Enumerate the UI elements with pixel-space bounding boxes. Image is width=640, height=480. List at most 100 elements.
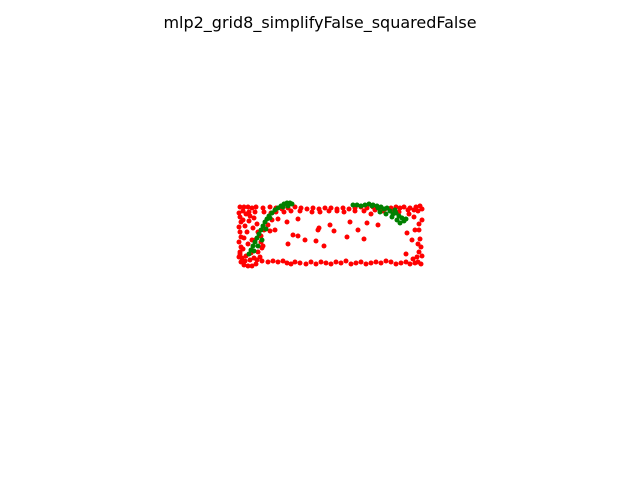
data-point: [334, 208, 340, 214]
data-point: [280, 258, 286, 264]
data-point: [358, 259, 364, 265]
data-point: [378, 260, 384, 266]
data-point: [375, 222, 381, 228]
data-point: [313, 238, 319, 244]
data-point: [255, 249, 261, 255]
data-point: [401, 204, 407, 210]
data-point: [297, 260, 303, 266]
data-point: [353, 260, 359, 266]
data-point: [275, 259, 281, 265]
data-point: [323, 260, 329, 266]
data-point: [375, 205, 381, 211]
data-point: [252, 239, 258, 245]
data-point: [242, 258, 248, 264]
data-point: [259, 237, 265, 243]
data-point: [417, 236, 423, 242]
data-point: [407, 261, 413, 267]
data-point: [284, 260, 290, 266]
data-point: [249, 205, 255, 211]
data-point: [267, 204, 273, 210]
data-point: [245, 241, 251, 247]
data-point: [288, 208, 294, 214]
data-point: [241, 262, 247, 268]
data-point: [265, 259, 271, 265]
data-point: [309, 209, 315, 215]
data-point: [327, 222, 333, 228]
data-point: [244, 229, 250, 235]
data-point: [343, 258, 349, 264]
data-point: [303, 261, 309, 267]
data-point: [363, 261, 369, 267]
data-point: [416, 221, 422, 227]
data-point: [236, 224, 242, 230]
data-point: [419, 253, 425, 259]
data-point: [416, 227, 422, 233]
data-point: [270, 258, 276, 264]
data-point: [280, 204, 286, 210]
data-point: [257, 254, 263, 260]
data-point: [418, 244, 424, 250]
data-point: [272, 227, 278, 233]
data-point: [326, 208, 332, 214]
data-point: [267, 228, 273, 234]
data-point: [419, 217, 425, 223]
data-point: [412, 227, 418, 233]
data-point: [397, 205, 403, 211]
data-point: [341, 209, 347, 215]
data-point: [347, 219, 353, 225]
data-point: [241, 204, 247, 210]
data-point: [297, 208, 303, 214]
data-point: [403, 216, 409, 222]
data-point: [348, 261, 354, 267]
data-point: [236, 239, 242, 245]
data-point: [393, 261, 399, 267]
data-point: [236, 210, 242, 216]
data-point: [285, 241, 291, 247]
data-point: [362, 202, 368, 208]
data-point: [284, 219, 290, 225]
data-point: [254, 221, 260, 227]
data-point: [285, 203, 291, 209]
data-point: [397, 220, 403, 226]
data-point: [261, 209, 267, 215]
data-point: [295, 233, 301, 239]
data-point: [251, 215, 257, 221]
data-point: [240, 246, 246, 252]
data-point: [315, 227, 321, 233]
data-point: [295, 216, 301, 222]
data-point: [331, 228, 337, 234]
data-point: [258, 227, 264, 233]
data-point: [418, 261, 424, 267]
data-point: [242, 223, 248, 229]
data-point: [369, 203, 375, 209]
data-point: [288, 261, 294, 267]
data-point: [344, 234, 350, 240]
data-point: [240, 217, 246, 223]
data-point: [308, 259, 314, 265]
data-point: [254, 235, 260, 241]
data-point: [281, 209, 287, 215]
data-point: [243, 211, 249, 217]
data-point: [251, 248, 257, 254]
data-point: [338, 260, 344, 266]
data-point: [263, 226, 269, 232]
data-point: [389, 214, 395, 220]
data-point: [411, 214, 417, 220]
data-point: [368, 211, 374, 217]
data-point: [253, 204, 259, 210]
series-1: [246, 200, 409, 257]
data-point: [250, 243, 256, 249]
data-point: [416, 249, 422, 255]
data-point: [310, 205, 316, 211]
data-point: [414, 254, 420, 260]
data-point: [317, 209, 323, 215]
data-point: [404, 230, 410, 236]
data-point: [377, 209, 383, 215]
data-point: [361, 208, 367, 214]
data-point: [415, 208, 421, 214]
data-point: [398, 260, 404, 266]
data-point: [383, 211, 389, 217]
data-point: [411, 207, 417, 213]
data-point: [247, 213, 253, 219]
